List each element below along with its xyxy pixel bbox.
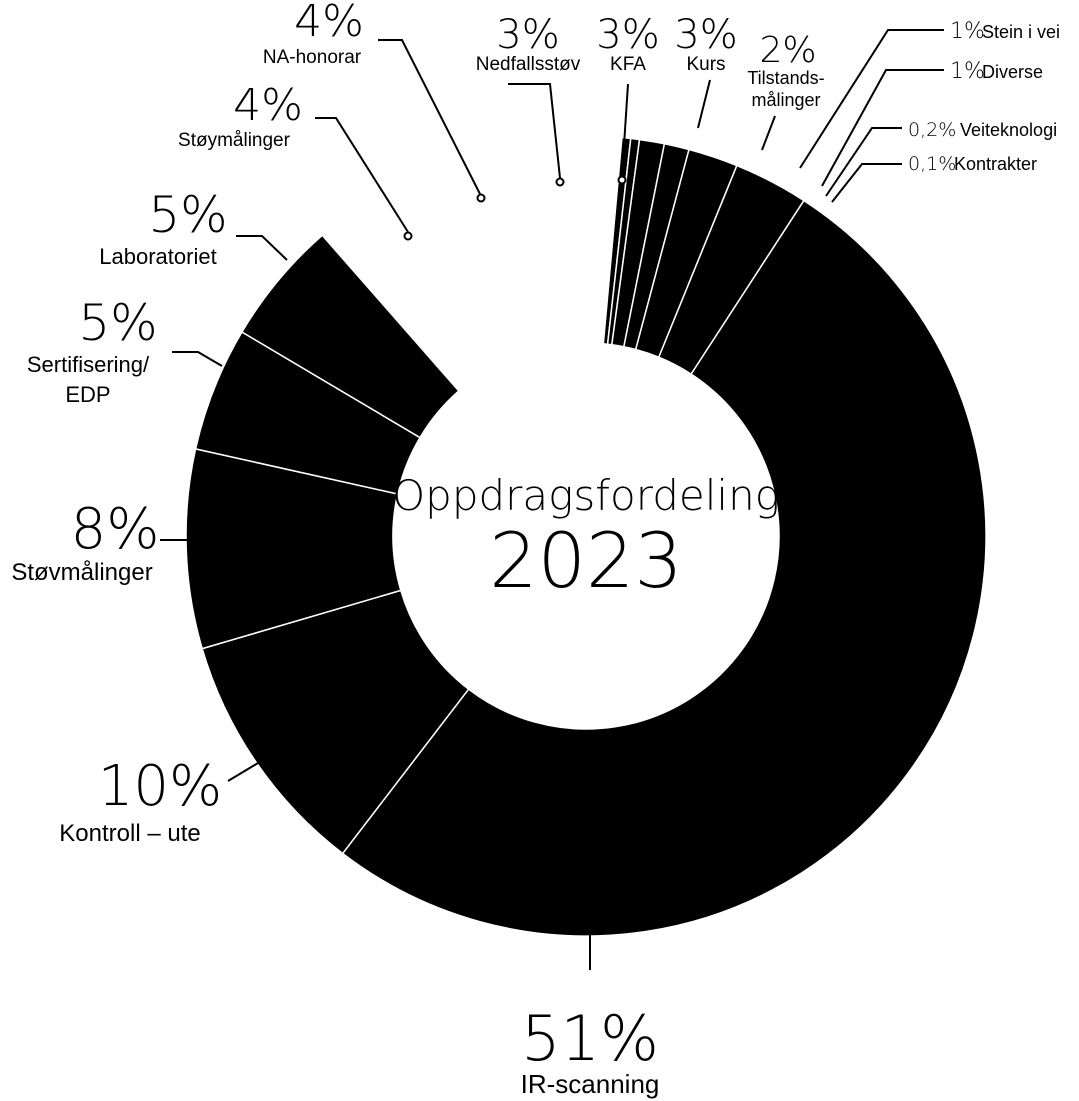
- leader-dot-kfa: [617, 175, 627, 185]
- category-label-kontrakter: Kontrakter: [954, 154, 1037, 174]
- value-label-støymålinger: 4%: [233, 80, 303, 131]
- leader-line-kontrakter: [831, 163, 902, 203]
- value-label-stein-i-vei: 1%: [950, 19, 985, 44]
- value-label-laboratoriet: 5%: [148, 186, 227, 244]
- center-year: 2023: [489, 516, 682, 605]
- category-label-nedfallsstøv: Nedfallsstøv: [476, 54, 581, 75]
- leader-line-kfa: [621, 83, 629, 177]
- leader-line-støymålinger: [315, 117, 409, 233]
- leader-line-kontroll-ute: [227, 759, 264, 782]
- value-label-na-honorar: 4%: [294, 0, 364, 47]
- category-label-kontroll-ute: Kontroll – ute: [59, 820, 200, 847]
- category-label-laboratoriet: Laboratoriet: [99, 244, 216, 269]
- leader-line-kurs: [697, 79, 711, 129]
- value-label-kurs: 3%: [674, 12, 737, 58]
- leader-line-stein-i-vei: [799, 29, 944, 169]
- slice-laboratoriet: [240, 234, 460, 439]
- value-label-kontrakter: 0,1%: [908, 153, 956, 175]
- slices-group: [185, 136, 987, 937]
- slice-kontroll-ute: [201, 589, 470, 855]
- leader-dot-støymålinger: [403, 231, 413, 241]
- category-label-diverse: Diverse: [982, 62, 1043, 82]
- category-label-veiteknologi: Veiteknologi: [960, 120, 1057, 140]
- value-label-kontroll-ute: 10%: [98, 754, 222, 819]
- center-title: Oppdragsfordeling: [392, 471, 780, 520]
- category-label-sertifisering-edp: Sertifisering/: [27, 352, 150, 377]
- leader-line-veiteknologi: [825, 127, 902, 197]
- leader-line-laboratoriet: [236, 235, 288, 261]
- category-label-kurs: Kurs: [686, 54, 725, 75]
- category-label-kfa: KFA: [610, 54, 646, 75]
- category-label-støymålinger: Støymålinger: [178, 130, 291, 151]
- category-label-na-honorar: NA-honorar: [263, 47, 362, 68]
- value-label-diverse: 1%: [950, 59, 985, 84]
- leader-lines-group: [160, 29, 944, 970]
- leader-dot-na-honorar: [476, 193, 486, 203]
- value-label-nedfallsstøv: 3%: [496, 12, 559, 58]
- leader-line-sertifisering-edp: [172, 351, 223, 367]
- leader-line-tilstands-målinger: [761, 115, 776, 151]
- category-label-tilstands-målinger: Tilstands-: [747, 68, 824, 88]
- category-label-sertifisering-edp-line2: EDP: [65, 382, 110, 407]
- value-label-kfa: 3%: [596, 12, 659, 58]
- category-label-tilstands-målinger-line2: målinger: [751, 90, 820, 110]
- value-label-sertifisering-edp: 5%: [78, 294, 157, 352]
- category-label-stein-i-vei: Stein i vei: [982, 22, 1060, 42]
- category-label-støvmålinger: Støvmålinger: [11, 559, 152, 586]
- leader-dot-nedfallsstøv: [555, 177, 565, 187]
- value-label-støvmålinger: 8%: [71, 497, 160, 562]
- leader-line-nedfallsstøv: [508, 83, 561, 179]
- slice-ir-scanning: [341, 199, 987, 937]
- value-label-ir-scanning: 51%: [521, 1002, 659, 1075]
- category-label-ir-scanning: IR-scanning: [521, 1069, 660, 1099]
- labels-group: 51%IR-scanning 10%Kontroll – ute 8%Støvmål…: [11, 0, 1060, 1099]
- value-label-tilstands-målinger: 2%: [759, 30, 816, 71]
- value-label-veiteknologi: 0,2%: [908, 119, 956, 141]
- leader-line-na-honorar: [378, 39, 481, 195]
- leader-line-diverse: [821, 69, 944, 187]
